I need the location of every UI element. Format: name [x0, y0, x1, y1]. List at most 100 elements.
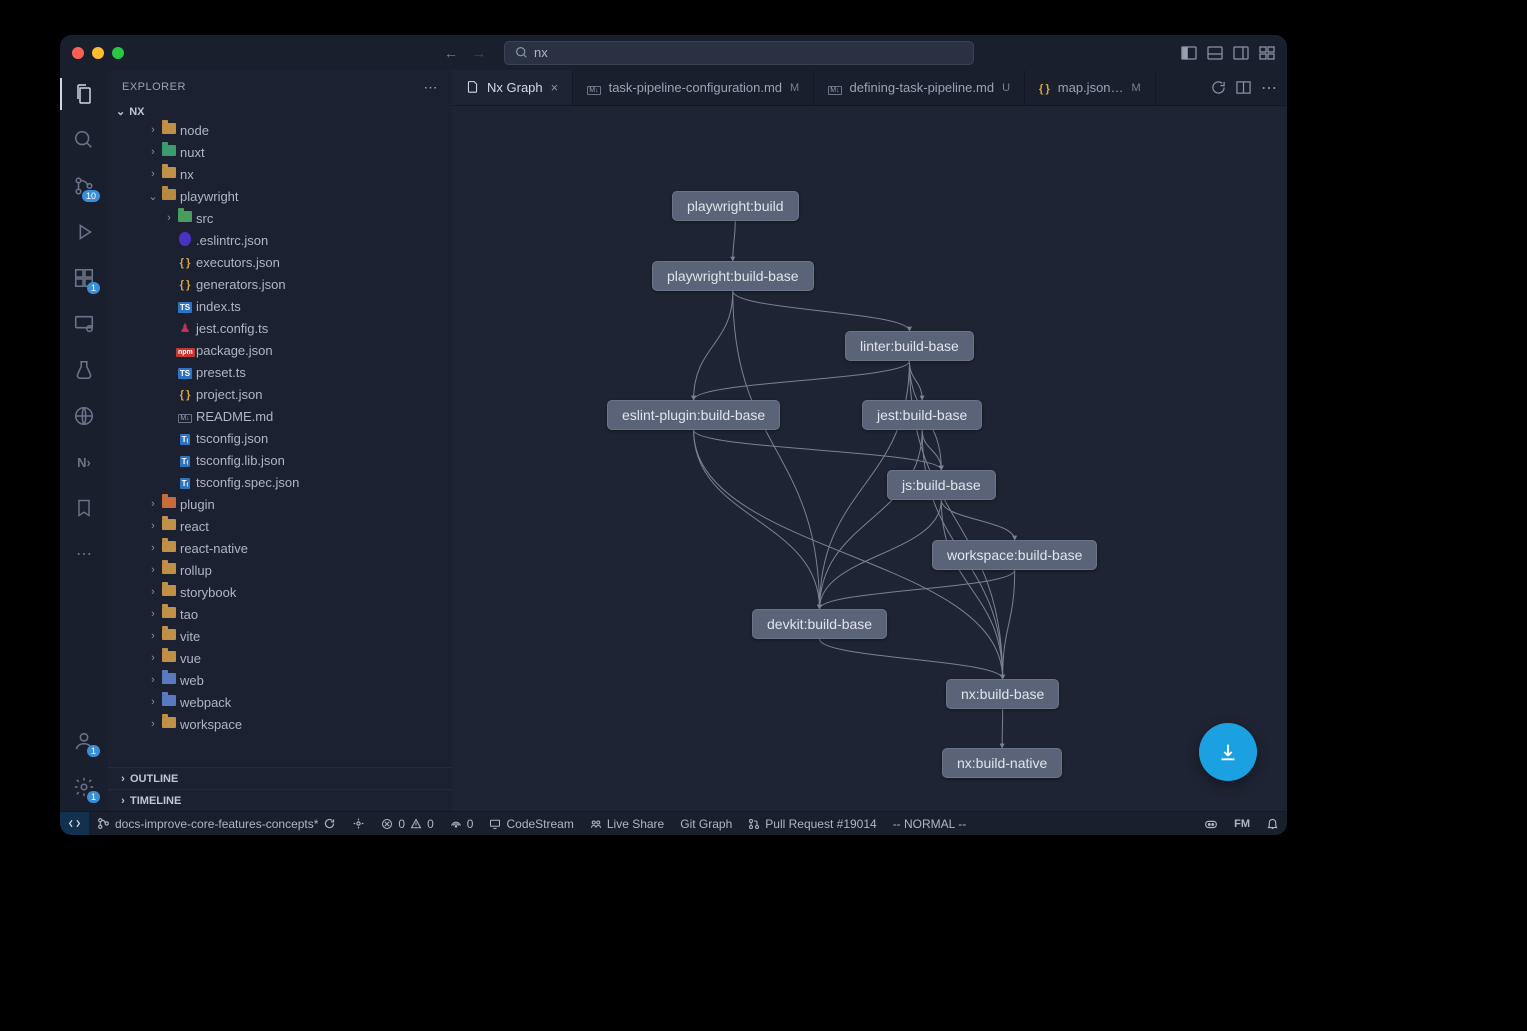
tree-row[interactable]: { } project.json	[108, 383, 452, 405]
file-icon: TS	[176, 299, 194, 313]
testing-icon[interactable]	[70, 356, 98, 384]
tree-row[interactable]: › react-native	[108, 537, 452, 559]
tree-row[interactable]: TS index.ts	[108, 295, 452, 317]
activity-bar: 10 1 N› ⋯	[60, 70, 108, 811]
graph-node[interactable]: devkit:build-base	[752, 609, 887, 639]
panel-left-icon[interactable]	[1181, 45, 1197, 61]
refresh-icon[interactable]	[1211, 80, 1226, 95]
editor-tab[interactable]: M↓ task-pipeline-configuration.md M	[573, 70, 814, 105]
tree-row[interactable]: › vue	[108, 647, 452, 669]
tree-row[interactable]: › plugin	[108, 493, 452, 515]
tree-row[interactable]: TS preset.ts	[108, 361, 452, 383]
tree-row[interactable]: › vite	[108, 625, 452, 647]
bell-icon[interactable]	[1258, 817, 1287, 830]
graph-node[interactable]: playwright:build	[672, 191, 799, 221]
graph-node[interactable]: linter:build-base	[845, 331, 974, 361]
more-actions-icon[interactable]: ⋯	[424, 79, 439, 96]
tree-row[interactable]: { } generators.json	[108, 273, 452, 295]
search-view-icon[interactable]	[70, 126, 98, 154]
chevron-icon: ›	[146, 520, 160, 532]
file-tree: › node› nuxt› nx⌄ playwright› src .eslin…	[108, 119, 452, 767]
settings-icon[interactable]: 1	[70, 773, 98, 801]
tree-row[interactable]: T₍ tsconfig.spec.json	[108, 471, 452, 493]
graph-node[interactable]: jest:build-base	[862, 400, 982, 430]
nav-fwd-icon[interactable]: →	[472, 45, 486, 61]
branch-status[interactable]: docs-improve-core-features-concepts*	[89, 812, 344, 835]
account-icon[interactable]: 1	[70, 727, 98, 755]
editor-tab[interactable]: Nx Graph ×	[452, 70, 573, 105]
tab-label: map.json…	[1058, 80, 1124, 95]
panel-bottom-icon[interactable]	[1207, 45, 1223, 61]
tree-row[interactable]: › src	[108, 207, 452, 229]
tree-row[interactable]: .eslintrc.json	[108, 229, 452, 251]
nav-back-icon[interactable]: ←	[444, 45, 458, 61]
tree-row[interactable]: M↓ README.md	[108, 405, 452, 427]
customize-layout-icon[interactable]	[1259, 45, 1275, 61]
tab-label: task-pipeline-configuration.md	[609, 80, 782, 95]
tree-row[interactable]: › storybook	[108, 581, 452, 603]
split-icon[interactable]	[1236, 80, 1251, 95]
tree-row[interactable]: › react	[108, 515, 452, 537]
command-center[interactable]: nx	[504, 41, 974, 65]
cloud-icon[interactable]	[70, 402, 98, 430]
remote-indicator[interactable]	[60, 812, 89, 835]
chevron-icon: ›	[146, 168, 160, 180]
file-icon: { }	[176, 277, 194, 291]
editor-tab[interactable]: M↓ defining-task-pipeline.md U	[814, 70, 1025, 105]
tree-label: node	[180, 123, 209, 138]
gitlens-status[interactable]	[344, 812, 373, 835]
tree-row[interactable]: › tao	[108, 603, 452, 625]
graph-node[interactable]: js:build-base	[887, 470, 996, 500]
ports-status[interactable]: 0	[442, 812, 482, 835]
graph-node[interactable]: nx:build-native	[942, 748, 1062, 778]
tree-row[interactable]: ⌄ playwright	[108, 185, 452, 207]
bookmark-icon[interactable]	[70, 494, 98, 522]
graph-node[interactable]: playwright:build-base	[652, 261, 814, 291]
problems-status[interactable]: 0 0	[373, 812, 441, 835]
close-dot[interactable]	[72, 47, 84, 59]
tree-row[interactable]: T₍ tsconfig.lib.json	[108, 449, 452, 471]
tree-label: jest.config.ts	[196, 321, 268, 336]
codestream-status[interactable]: CodeStream	[481, 812, 581, 835]
tree-row[interactable]: ♟ jest.config.ts	[108, 317, 452, 339]
explorer-icon[interactable]	[70, 80, 98, 108]
workspace-section[interactable]: ⌄ NX	[108, 104, 452, 119]
more-tab-actions-icon[interactable]: ⋯	[1261, 78, 1277, 98]
pr-status[interactable]: Pull Request #19014	[740, 812, 884, 835]
tree-row[interactable]: › nuxt	[108, 141, 452, 163]
gitgraph-status[interactable]: Git Graph	[672, 812, 740, 835]
tree-row[interactable]: › workspace	[108, 713, 452, 735]
file-icon: ♟	[176, 321, 194, 335]
outline-section[interactable]: › OUTLINE	[108, 767, 452, 789]
tree-row[interactable]: T₍ tsconfig.json	[108, 427, 452, 449]
tree-row[interactable]: › rollup	[108, 559, 452, 581]
copilot-icon[interactable]	[1196, 817, 1226, 831]
editor-tab[interactable]: { } map.json… M	[1025, 70, 1156, 105]
timeline-section[interactable]: › TIMELINE	[108, 789, 452, 811]
nx-graph-canvas[interactable]: playwright:build playwright:build-base lin…	[452, 106, 1287, 811]
tree-row[interactable]: › web	[108, 669, 452, 691]
graph-node[interactable]: workspace:build-base	[932, 540, 1097, 570]
more-icon[interactable]: ⋯	[70, 540, 98, 568]
debug-icon[interactable]	[70, 218, 98, 246]
tab-icon: M↓	[587, 80, 600, 95]
download-fab[interactable]	[1199, 723, 1257, 781]
tree-row[interactable]: › node	[108, 119, 452, 141]
graph-node[interactable]: eslint-plugin:build-base	[607, 400, 780, 430]
sync-icon[interactable]	[323, 817, 336, 830]
liveshare-status[interactable]: Live Share	[582, 812, 672, 835]
tree-row[interactable]: › webpack	[108, 691, 452, 713]
tree-row[interactable]: { } executors.json	[108, 251, 452, 273]
tree-row[interactable]: › nx	[108, 163, 452, 185]
tab-close-icon[interactable]: ×	[551, 80, 559, 95]
minimize-dot[interactable]	[92, 47, 104, 59]
fm-icon[interactable]: FM	[1226, 818, 1258, 830]
remote-icon[interactable]	[70, 310, 98, 338]
extensions-icon[interactable]: 1	[70, 264, 98, 292]
tree-row[interactable]: npm package.json	[108, 339, 452, 361]
panel-right-icon[interactable]	[1233, 45, 1249, 61]
nx-icon[interactable]: N›	[70, 448, 98, 476]
zoom-dot[interactable]	[112, 47, 124, 59]
graph-node[interactable]: nx:build-base	[946, 679, 1059, 709]
scm-icon[interactable]: 10	[70, 172, 98, 200]
